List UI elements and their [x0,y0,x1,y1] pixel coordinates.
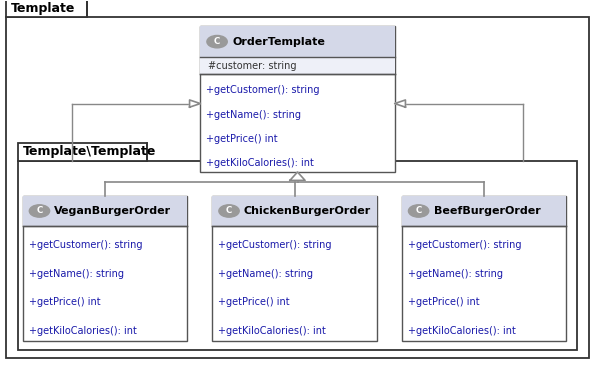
Text: ChickenBurgerOrder: ChickenBurgerOrder [244,206,371,216]
Circle shape [408,205,429,217]
Bar [200,26,395,57]
Text: +getKiloCalories(): int: +getKiloCalories(): int [29,326,136,336]
Text: +getKiloCalories(): int: +getKiloCalories(): int [218,326,326,336]
Text: C: C [226,207,232,215]
Text: +getCustomer(): string: +getCustomer(): string [29,240,142,250]
Text: OrderTemplate: OrderTemplate [232,36,325,47]
Text: +getName(): string: +getName(): string [206,110,301,120]
Text: +getPrice() int: +getPrice() int [408,297,480,307]
Bar [23,196,187,341]
Text: #customer: string: #customer: string [208,61,296,71]
Text: +getName(): string: +getName(): string [218,269,313,279]
Text: BeefBurgerOrder: BeefBurgerOrder [434,206,541,216]
Bar [6,0,87,17]
Text: +getPrice() int: +getPrice() int [218,297,290,307]
Bar [402,196,566,341]
Text: C: C [214,37,220,46]
Text: +getPrice() int: +getPrice() int [29,297,100,307]
Text: Template\Template: Template\Template [23,146,156,158]
Text: C: C [36,207,42,215]
Text: +getCustomer(): string: +getCustomer(): string [408,240,521,250]
Text: +getName(): string: +getName(): string [29,269,124,279]
Bar [212,196,377,341]
Bar [18,161,577,350]
Bar [23,196,187,226]
Text: VeganBurgerOrder: VeganBurgerOrder [54,206,172,216]
Circle shape [29,205,50,217]
Text: Template: Template [11,2,75,15]
Bar [18,143,147,161]
Polygon shape [190,100,200,107]
Text: +getCustomer(): string: +getCustomer(): string [206,85,320,95]
Bar [200,57,395,74]
Circle shape [219,205,239,217]
Text: +getPrice() int: +getPrice() int [206,134,278,144]
Circle shape [207,35,227,48]
Bar [212,196,377,226]
Bar [402,196,566,226]
Text: +getKiloCalories(): int: +getKiloCalories(): int [206,158,314,169]
Text: +getKiloCalories(): int: +getKiloCalories(): int [408,326,515,336]
Polygon shape [290,172,305,180]
Text: +getCustomer(): string: +getCustomer(): string [218,240,332,250]
Polygon shape [395,100,405,107]
Text: C: C [416,207,422,215]
Text: +getName(): string: +getName(): string [408,269,503,279]
Bar [200,26,395,172]
